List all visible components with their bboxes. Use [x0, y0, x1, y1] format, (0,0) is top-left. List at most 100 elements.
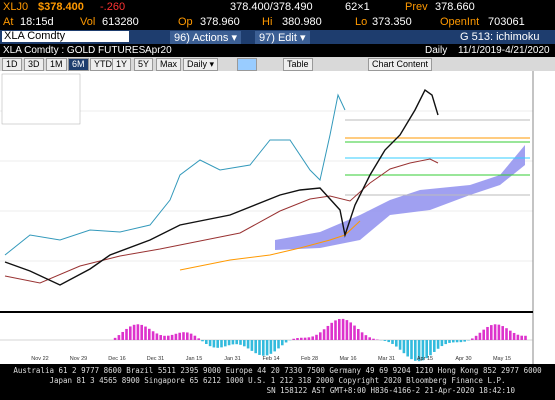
- x-tick-label: Nov 22: [31, 356, 48, 362]
- period-button[interactable]: 1D: [2, 58, 22, 71]
- oscillator-bar: [140, 324, 143, 340]
- oscillator-bar: [497, 324, 501, 340]
- grid: [0, 110, 533, 262]
- x-tick-label: Dec 16: [108, 356, 125, 362]
- oscillator-bar: [163, 335, 166, 340]
- footer-line: Japan 81 3 4565 8900 Singapore 65 6212 1…: [49, 376, 506, 385]
- oscillator-bar: [322, 329, 326, 340]
- oscillator-bar: [296, 338, 299, 340]
- security-input[interactable]: XLA Comdty: [2, 31, 129, 42]
- contract: Apr20: [145, 45, 172, 56]
- oscillator-bar: [303, 337, 307, 340]
- oscillator-bar: [182, 332, 185, 340]
- oscillator-bar: [235, 340, 238, 345]
- oscillator: [113, 318, 527, 362]
- oscillator-bar: [364, 335, 368, 340]
- period-button[interactable]: 3D: [24, 58, 44, 71]
- oscillator-bar: [395, 340, 398, 347]
- high: 380.980: [282, 16, 322, 28]
- size: 62×1: [345, 1, 370, 13]
- oscillator-bar: [436, 340, 440, 349]
- oi: 703061: [488, 16, 525, 28]
- oscillator-bar: [402, 340, 406, 354]
- oscillator-bar: [414, 340, 417, 361]
- period-button[interactable]: 1M: [46, 58, 67, 71]
- ichimoku-cloud: [275, 145, 525, 250]
- time-label: At: [3, 16, 14, 28]
- x-tick-label: Nov 29: [70, 356, 87, 362]
- oscillator-bar: [349, 322, 352, 340]
- oscillator-bar: [205, 340, 208, 345]
- oscillator-bar: [493, 324, 497, 340]
- toolbar: 1D 3D 1M 6M YTD 1Y 5Y Max Daily ▾ Table Chart C…: [0, 57, 555, 71]
- oscillator-bar: [372, 338, 375, 340]
- oscillator-bar: [452, 340, 455, 343]
- oscillator-bar: [319, 332, 322, 340]
- oscillator-bar: [250, 340, 254, 351]
- oscillator-bar: [425, 340, 428, 359]
- oscillator-bar: [417, 340, 421, 362]
- oscillator-bar: [444, 340, 447, 345]
- leading-line: [4, 93, 346, 256]
- oscillator-bar: [269, 340, 273, 354]
- open-label: Op: [178, 16, 193, 28]
- oscillator-bar: [246, 340, 250, 349]
- chart-title: XLA Comdty : GOLD FUTURES: [3, 45, 146, 56]
- oscillator-bar: [125, 328, 128, 340]
- oscillator-bar: [129, 326, 132, 340]
- high-label: Hi: [262, 16, 273, 28]
- x-tick-label: Feb 28: [301, 356, 318, 362]
- oscillator-bar: [132, 324, 136, 340]
- oscillator-bar: [113, 337, 117, 340]
- oscillator-bar: [368, 337, 371, 340]
- template: G 513: ichimoku: [460, 31, 540, 43]
- oscillator-bar: [144, 326, 147, 340]
- oscillator-bar: [174, 333, 178, 340]
- oscillator-bar: [330, 322, 333, 340]
- table-button[interactable]: Table: [283, 58, 313, 71]
- oscillator-bar: [208, 340, 212, 347]
- price-line: [4, 88, 439, 286]
- oscillator-bar: [516, 334, 520, 340]
- oscillator-bar: [520, 335, 523, 340]
- oscillator-bar: [406, 340, 409, 357]
- oscillator-bar: [326, 325, 330, 340]
- x-tick-label: Apr 15: [417, 356, 433, 362]
- oscillator-bar: [167, 335, 170, 340]
- frequency-select[interactable]: Daily ▾: [183, 58, 219, 71]
- oscillator-bar: [300, 337, 303, 340]
- oscillator-bar: [471, 338, 474, 340]
- oscillator-bar: [265, 340, 269, 356]
- oscillator-bar: [357, 328, 360, 340]
- oscillator-bar: [353, 325, 356, 340]
- actions-menu[interactable]: 96) Actions ▾: [170, 31, 241, 44]
- x-tick-label: Jan 15: [186, 356, 203, 362]
- period-button[interactable]: Max: [156, 58, 182, 71]
- oscillator-bar: [360, 332, 364, 340]
- oscillator-bar: [121, 331, 124, 340]
- oscillator-bar: [284, 340, 288, 343]
- icon-button[interactable]: [237, 58, 257, 71]
- oscillator-bar: [391, 340, 394, 344]
- change: -.260: [100, 1, 126, 13]
- fib-lines: [345, 119, 530, 196]
- chart-content-button[interactable]: Chart Content: [368, 58, 433, 71]
- oscillator-bar: [482, 329, 485, 340]
- oscillator-bar: [262, 340, 265, 356]
- oscillator-bar: [231, 340, 235, 345]
- period-button[interactable]: 6M: [68, 58, 89, 71]
- oscillator-bar: [383, 340, 387, 341]
- frequency: Daily: [425, 45, 448, 56]
- x-axis: Nov 22 Nov 29 Dec 16 Dec 31 Jan 15 Jan 31 Feb …: [31, 356, 511, 362]
- command-bar: XLA Comdty 96) Actions ▾ 97) Edit ▾ G 51…: [0, 30, 555, 44]
- oscillator-bar: [334, 320, 337, 340]
- edit-menu[interactable]: 97) Edit ▾: [255, 31, 310, 44]
- oscillator-bar: [421, 340, 425, 361]
- oscillator-bar: [170, 334, 174, 340]
- period-button[interactable]: 1Y: [112, 58, 132, 71]
- oscillator-bar: [512, 332, 516, 340]
- oscillator-bar: [155, 333, 159, 340]
- oscillator-bar: [315, 334, 318, 340]
- period-button[interactable]: 5Y: [134, 58, 154, 71]
- plot-bg: [0, 71, 555, 364]
